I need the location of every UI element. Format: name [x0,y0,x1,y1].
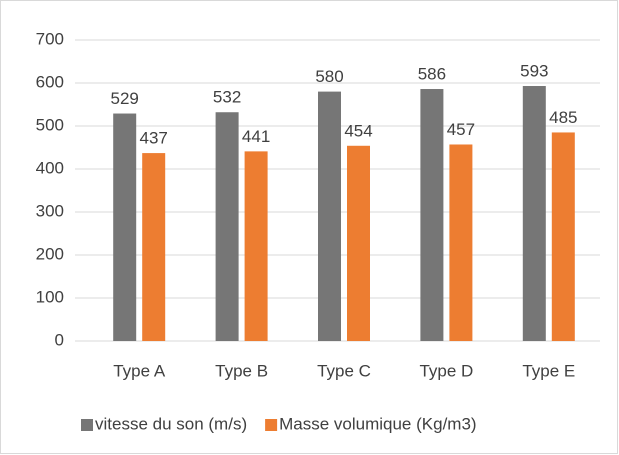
legend-swatch [265,419,278,431]
y-tick-label: 700 [36,29,64,48]
data-label: 441 [242,127,270,146]
legend-label: vitesse du son (m/s) [95,414,247,433]
bar [347,145,370,341]
bar [244,151,268,341]
bar [551,132,575,341]
data-label: 457 [447,120,475,139]
data-label: 580 [315,67,343,86]
x-tick-label: Type B [215,361,268,380]
y-tick-label: 100 [36,287,64,306]
data-label: 437 [140,129,168,148]
y-tick-label: 300 [36,201,64,220]
data-label: 593 [520,61,548,80]
data-label: 586 [418,65,446,84]
bar [522,86,546,341]
y-tick-label: 500 [36,115,64,134]
data-label: 454 [344,121,372,140]
data-label: 485 [549,108,577,127]
bar [318,91,341,341]
x-tick-label: Type A [113,361,166,380]
x-tick-label: Type E [522,361,575,380]
bar [113,113,137,341]
y-tick-label: 0 [55,330,64,349]
y-tick-label: 400 [36,158,64,177]
data-label: 532 [213,88,241,107]
y-tick-label: 600 [36,72,64,91]
data-label: 529 [111,89,139,108]
bar [215,112,239,342]
x-tick-label: Type C [317,361,371,380]
bar [449,144,473,341]
x-tick-label: Type D [419,361,473,380]
legend-label: Masse volumique (Kg/m3) [279,414,476,433]
bar [142,153,166,341]
bar [420,89,444,342]
y-tick-label: 200 [36,244,64,263]
legend-swatch [81,419,93,431]
